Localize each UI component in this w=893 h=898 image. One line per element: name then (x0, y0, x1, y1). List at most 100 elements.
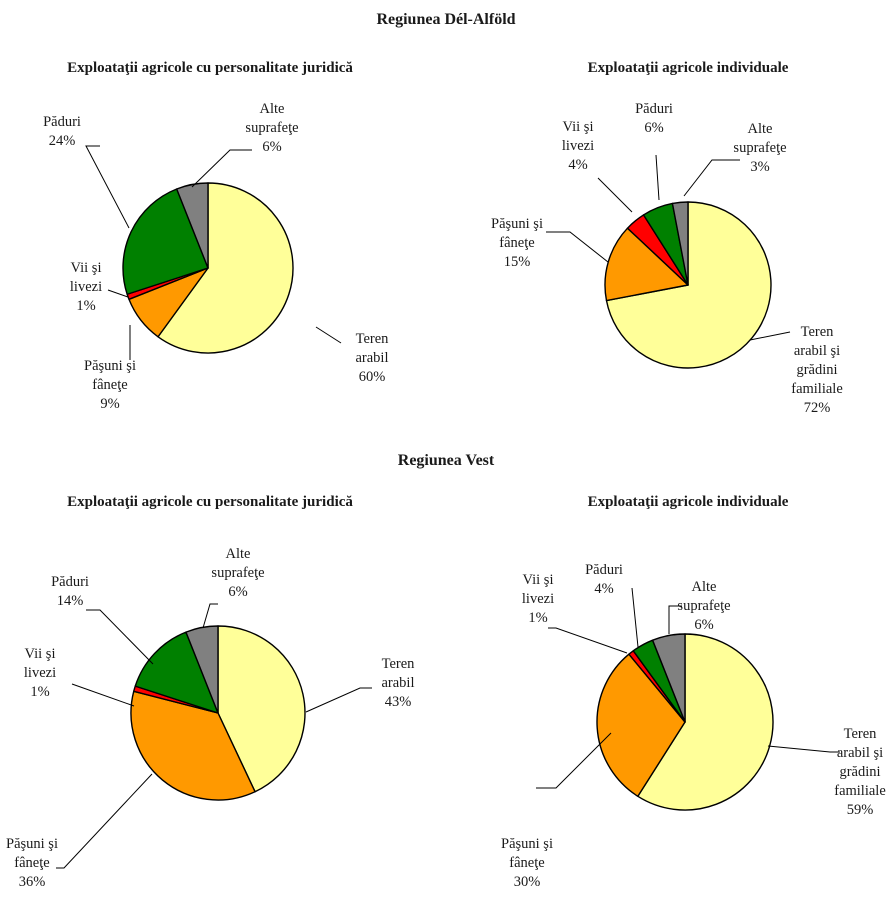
pie-3-slice-1 (217, 625, 306, 793)
pie-1-label-2-line-3: 9% (100, 396, 119, 412)
pie-1-slice-1 (157, 182, 294, 354)
pie-3-label-2-line-1: Păşuni şi (6, 836, 58, 852)
pie-2-leader-3 (597, 177, 633, 213)
pie-4-label-4: Păduri 4% (585, 562, 623, 597)
pie-2-label-1-line-3: grădini (796, 362, 837, 378)
pie-4-label-2-line-3: 30% (514, 874, 541, 890)
pie-1-leader-3 (107, 289, 129, 298)
pie-4-label-1-line-5: 59% (847, 802, 874, 818)
pie-1-slice-5 (176, 182, 209, 269)
pie-4-label-1-line-2: arabil şi (837, 745, 883, 761)
pie-2-label-3-line-3: 4% (568, 157, 587, 173)
pie-1-leader-4 (85, 145, 130, 229)
pie-4-leader-1 (767, 745, 840, 753)
chart-4-title: Exploataţii agricole individuale (588, 494, 789, 510)
pie-4-leader-3 (548, 627, 628, 654)
region-title-1: Regiunea Dél-Alföld (376, 11, 515, 28)
pie-3-leader-1 (305, 687, 372, 713)
pie-1-leader-5 (191, 149, 252, 188)
pie-3-label-4: Păduri 14% (51, 574, 89, 609)
pie-2-label-2-line-3: 15% (504, 254, 531, 270)
pie-1-label-5-line-1: Alte (260, 101, 285, 117)
pie-3-label-3: Vii şi livezi 1% (24, 646, 56, 700)
pie-1-label-5-line-2: suprafeţe (245, 120, 298, 136)
pie-4-label-3: Vii şi livezi 1% (522, 572, 554, 626)
pie-3-label-1: Teren arabil 43% (381, 656, 415, 710)
pie-2-label-2-line-2: fâneţe (499, 235, 534, 251)
pie-chart-3: Teren arabil 43% Păşuni şi fâneţe 36% Vii şi li… (6, 546, 415, 890)
pie-4-leader-2 (536, 732, 612, 789)
pie-4-label-1-line-1: Teren (844, 726, 878, 742)
pie-2-label-1-line-5: 72% (804, 400, 831, 416)
chart-2-title: Exploataţii agricole individuale (588, 60, 789, 76)
pie-3-leader-2 (56, 773, 153, 869)
pie-chart-1: Teren arabil 60% Păşuni şi fâneţe 9% Vii şi liv… (43, 101, 389, 412)
pie-2-leader-1 (749, 331, 791, 341)
pie-2-label-1-line-2: arabil şi (794, 343, 840, 359)
pie-1-label-3: Vii şi livezi 1% (70, 260, 102, 314)
pie-1-label-5-line-3: 6% (262, 139, 281, 155)
pie-4-label-3-line-1: Vii şi (523, 572, 554, 588)
pie-2-label-1-line-1: Teren (801, 324, 835, 340)
pie-charts: Teren arabil 60% Păşuni şi fâneţe 9% Vii şi liv… (6, 101, 886, 890)
pie-2-slice-2 (604, 227, 689, 302)
pie-3-label-3-line-3: 1% (30, 684, 49, 700)
pie-2-label-3-line-1: Vii şi (563, 119, 594, 135)
pie-1-label-5: Alte suprafeţe 6% (245, 101, 298, 155)
pie-3-slice-4 (134, 631, 219, 714)
pie-1-label-2-line-2: fâneţe (92, 377, 127, 393)
pie-2-leader-5 (683, 159, 740, 197)
pie-3-label-5: Alte suprafeţe 6% (211, 546, 264, 600)
pie-4-label-5-line-3: 6% (694, 617, 713, 633)
pie-2-label-3-line-2: livezi (562, 138, 594, 154)
pie-4-label-3-line-2: livezi (522, 591, 554, 607)
pie-4-label-1: Teren arabil şi grădini familiale 59% (834, 726, 886, 818)
pie-2-label-1-line-4: familiale (791, 381, 843, 397)
pie-1-label-2: Păşuni şi fâneţe 9% (84, 358, 136, 412)
pie-4-label-2: Păşuni şi fâneţe 30% (501, 836, 553, 890)
pie-3-label-5-line-1: Alte (226, 546, 251, 562)
pie-1-label-1-line-2: arabil (355, 350, 388, 366)
pie-chart-4: Teren arabil şi grădini familiale 59% Păşuni … (501, 562, 886, 890)
pie-2-label-2: Păşuni şi fâneţe 15% (491, 216, 543, 270)
pie-2-slice-1 (605, 201, 772, 369)
pie-4-label-4-line-1: Păduri (585, 562, 623, 578)
pie-3-slice-2 (130, 690, 256, 801)
pie-3-label-1-line-1: Teren (382, 656, 416, 672)
pie-3-leader-3 (71, 683, 135, 707)
pie-3-label-2-line-2: fâneţe (14, 855, 49, 871)
region-title-2: Regiunea Vest (398, 452, 495, 469)
pie-2-slice-5 (671, 201, 689, 286)
pie-chart-2: Teren arabil şi grădini familiale 72% Păşuni … (491, 101, 843, 416)
pie-4-label-2-line-1: Păşuni şi (501, 836, 553, 852)
pie-1-label-4-line-1: Păduri (43, 114, 81, 130)
pie-4-label-1-line-4: familiale (834, 783, 886, 799)
pie-2-leader-2 (546, 231, 609, 263)
chart-3-title: Exploataţii agricole cu personalitate ju… (67, 494, 353, 510)
pie-1-label-4: Păduri 24% (43, 114, 81, 149)
pie-1-label-1-line-1: Teren (356, 331, 390, 347)
pie-3-label-4-line-2: 14% (57, 593, 84, 609)
pie-3-label-5-line-2: suprafeţe (211, 565, 264, 581)
pie-1-label-3-line-1: Vii şi (71, 260, 102, 276)
pie-4-leader-5 (668, 605, 682, 634)
pie-2-label-5-line-1: Alte (748, 121, 773, 137)
pie-1-label-2-line-1: Păşuni şi (84, 358, 136, 374)
pie-2-label-4-line-2: 6% (644, 120, 663, 136)
pie-4-label-5: Alte suprafeţe 6% (677, 579, 730, 633)
pie-3-label-1-line-2: arabil (381, 675, 414, 691)
pie-1-label-3-line-3: 1% (76, 298, 95, 314)
pie-2-leader-4 (655, 154, 660, 201)
pie-1-label-1-line-3: 60% (359, 369, 386, 385)
pie-4-label-5-line-2: suprafeţe (677, 598, 730, 614)
pie-2-label-4: Păduri 6% (635, 101, 673, 136)
pie-4-label-5-line-1: Alte (692, 579, 717, 595)
pie-3-leader-5 (202, 603, 218, 629)
pie-2-label-4-line-1: Păduri (635, 101, 673, 117)
pie-3-label-3-line-2: livezi (24, 665, 56, 681)
pie-1-label-3-line-2: livezi (70, 279, 102, 295)
pie-1-label-4-line-2: 24% (49, 133, 76, 149)
pie-3-label-2-line-3: 36% (19, 874, 46, 890)
pie-4-leader-4 (631, 587, 639, 648)
